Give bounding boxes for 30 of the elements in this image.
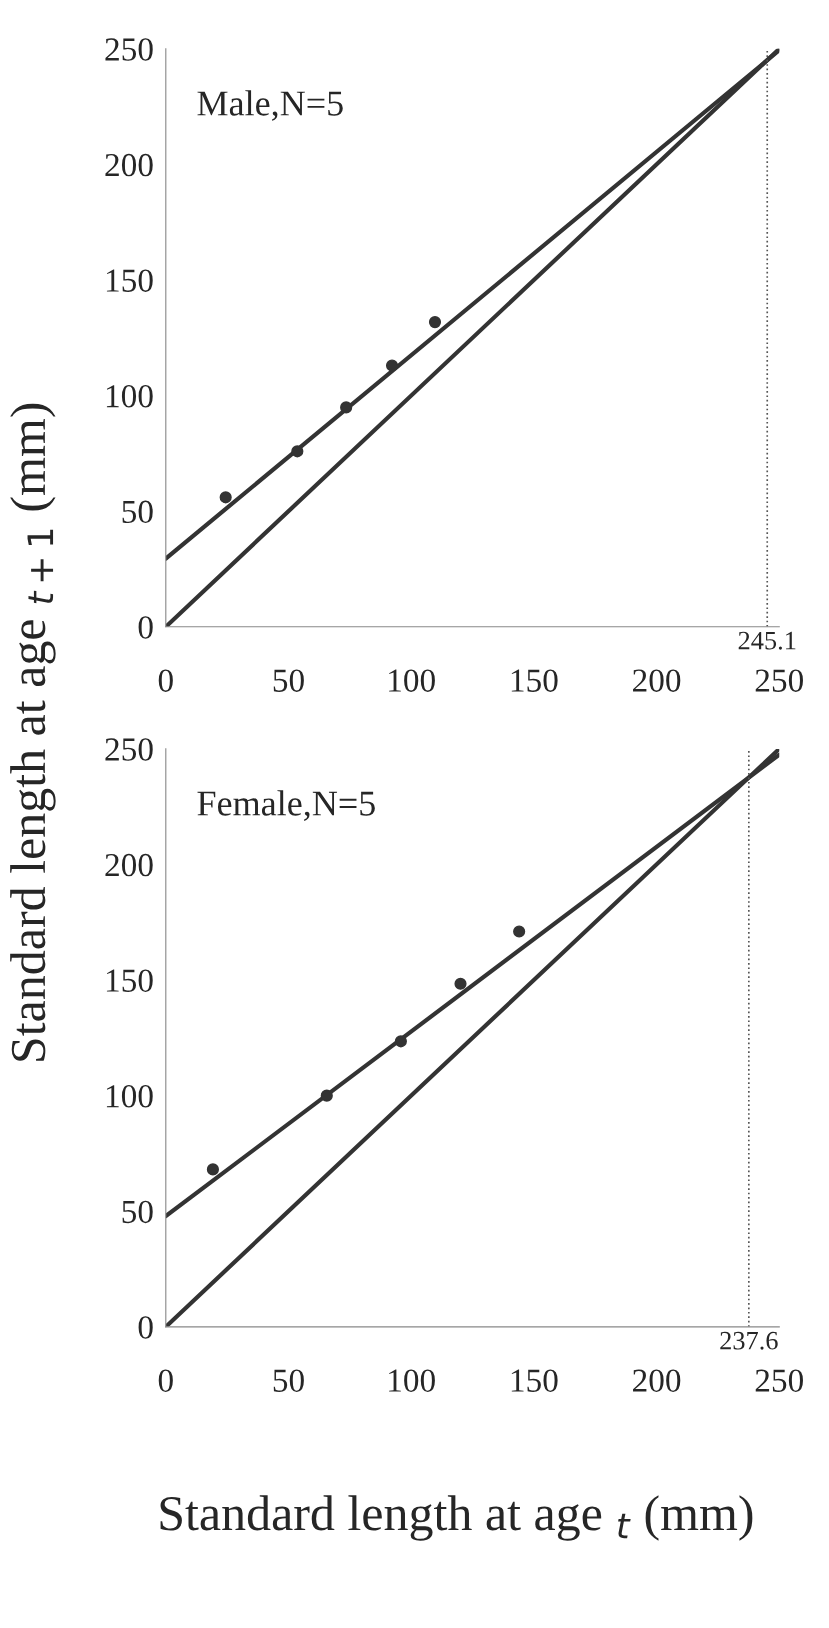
x-tick-label: 200 [633,669,681,692]
x-tick-label: 200 [633,1369,681,1392]
y-tick-label: 250 [105,738,153,761]
y-tick-label: 50 [122,500,153,524]
y-tick-label: 100 [106,1085,153,1108]
y-tick-label: 150 [106,269,153,292]
x-tick-label: 100 [389,1369,435,1392]
y-tick-label: 0 [138,616,153,639]
x-tick-label: 100 [389,669,435,692]
y-tick-label: 100 [106,385,153,408]
y-tick-label: 250 [105,38,153,61]
y-tick-label: 0 [138,1316,153,1339]
ref-line-label: 237.6 [720,1331,778,1350]
x-tick-label: 150 [511,669,558,692]
ref-line-label: 245.1 [738,631,796,650]
x-tick-label: 250 [755,669,803,692]
y-tick-label: 200 [105,853,153,877]
x-axis-title: Standard length at age $_{t}$ (mm) [160,1495,753,1541]
x-tick-label: 50 [273,669,304,692]
x-tick-label: 0 [158,669,173,692]
y-axis-title: Standard length at age $_{t+1}$ (mm) [10,403,56,1061]
x-tick-label: 250 [755,1369,803,1392]
x-tick-label: 50 [273,1369,304,1392]
x-tick-label: 0 [158,1369,173,1392]
y-tick-label: 200 [105,153,153,177]
y-tick-label: 150 [106,969,153,992]
annotation: Female,N=5 [197,790,375,821]
y-tick-label: 50 [122,1200,153,1224]
x-tick-label: 150 [511,1369,558,1392]
annotation: Male,N=5 [197,90,343,121]
